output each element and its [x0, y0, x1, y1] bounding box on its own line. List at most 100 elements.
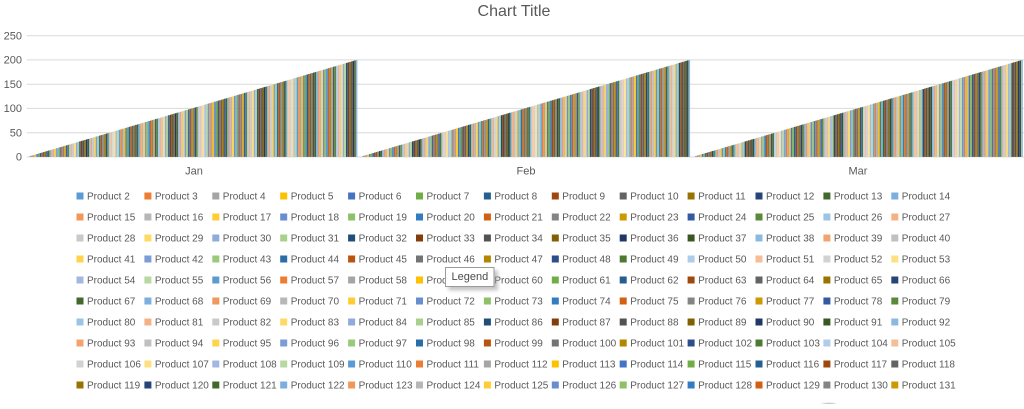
svg-text:Product 103: Product 103 — [766, 339, 820, 350]
svg-text:Product 104: Product 104 — [834, 339, 888, 350]
svg-text:Product 49: Product 49 — [630, 255, 679, 266]
svg-text:Product 130: Product 130 — [834, 381, 888, 392]
svg-text:Product 26: Product 26 — [834, 213, 883, 224]
svg-text:Product 28: Product 28 — [87, 234, 136, 245]
svg-text:Product 121: Product 121 — [223, 381, 277, 392]
svg-text:Product 120: Product 120 — [155, 381, 209, 392]
svg-text:Product 126: Product 126 — [562, 381, 616, 392]
svg-text:Product 66: Product 66 — [902, 276, 951, 287]
svg-text:Product 5: Product 5 — [291, 192, 334, 203]
svg-text:Product 21: Product 21 — [494, 213, 543, 224]
svg-text:Product 37: Product 37 — [698, 234, 747, 245]
svg-text:Product 33: Product 33 — [427, 234, 476, 245]
svg-text:Product 79: Product 79 — [902, 297, 951, 308]
svg-text:Product 102: Product 102 — [698, 339, 752, 350]
svg-text:Product 116: Product 116 — [766, 360, 820, 371]
svg-text:Product 119: Product 119 — [87, 381, 141, 392]
svg-text:Product 14: Product 14 — [902, 192, 951, 203]
svg-text:Product 31: Product 31 — [291, 234, 340, 245]
svg-text:Product 82: Product 82 — [223, 318, 272, 329]
svg-text:250: 250 — [4, 31, 22, 43]
svg-text:0: 0 — [16, 152, 22, 164]
svg-text:Product 70: Product 70 — [291, 297, 340, 308]
svg-text:Jan: Jan — [185, 166, 203, 178]
svg-text:Product 75: Product 75 — [630, 297, 679, 308]
svg-text:Product 69: Product 69 — [223, 297, 272, 308]
svg-text:Product 117: Product 117 — [834, 360, 888, 371]
svg-text:Product 93: Product 93 — [87, 339, 136, 350]
svg-text:Product 96: Product 96 — [291, 339, 340, 350]
svg-text:Product 2: Product 2 — [87, 192, 130, 203]
svg-text:Product 35: Product 35 — [562, 234, 611, 245]
svg-text:Product 91: Product 91 — [834, 318, 883, 329]
svg-text:Product 73: Product 73 — [494, 297, 543, 308]
svg-text:Product 72: Product 72 — [427, 297, 476, 308]
svg-text:Product 110: Product 110 — [359, 360, 413, 371]
svg-text:Product 62: Product 62 — [630, 276, 679, 287]
svg-text:Product 81: Product 81 — [155, 318, 204, 329]
svg-text:Product 125: Product 125 — [494, 381, 548, 392]
svg-text:Product 40: Product 40 — [902, 234, 951, 245]
svg-text:Product 13: Product 13 — [834, 192, 883, 203]
svg-text:Product 41: Product 41 — [87, 255, 136, 266]
svg-text:Product 127: Product 127 — [630, 381, 684, 392]
svg-text:Product 16: Product 16 — [155, 213, 204, 224]
svg-text:Product 9: Product 9 — [562, 192, 605, 203]
svg-text:Product 65: Product 65 — [834, 276, 883, 287]
svg-text:Product 112: Product 112 — [494, 360, 548, 371]
svg-text:Product 97: Product 97 — [359, 339, 408, 350]
svg-text:Product 58: Product 58 — [359, 276, 408, 287]
svg-text:Product 29: Product 29 — [155, 234, 204, 245]
svg-text:Product 95: Product 95 — [223, 339, 272, 350]
svg-text:Product 113: Product 113 — [562, 360, 616, 371]
svg-text:Product 43: Product 43 — [223, 255, 272, 266]
svg-text:Product 25: Product 25 — [766, 213, 815, 224]
svg-text:Product 89: Product 89 — [698, 318, 747, 329]
svg-text:Product 124: Product 124 — [427, 381, 481, 392]
svg-text:Product 85: Product 85 — [427, 318, 476, 329]
svg-text:Product 6: Product 6 — [359, 192, 402, 203]
svg-text:Product 39: Product 39 — [834, 234, 883, 245]
svg-text:Product 50: Product 50 — [698, 255, 747, 266]
svg-text:Product 71: Product 71 — [359, 297, 408, 308]
svg-text:Product 68: Product 68 — [155, 297, 204, 308]
svg-text:Product 34: Product 34 — [494, 234, 543, 245]
svg-text:Product 123: Product 123 — [359, 381, 413, 392]
svg-text:Product 3: Product 3 — [155, 192, 198, 203]
svg-text:Product 98: Product 98 — [427, 339, 476, 350]
svg-text:Product 78: Product 78 — [834, 297, 883, 308]
svg-text:Product 80: Product 80 — [87, 318, 136, 329]
svg-text:100: 100 — [4, 103, 22, 115]
svg-text:Mar: Mar — [849, 166, 868, 178]
svg-text:Product 74: Product 74 — [562, 297, 611, 308]
svg-text:Product 106: Product 106 — [87, 360, 141, 371]
svg-text:Product 129: Product 129 — [766, 381, 820, 392]
svg-text:Product 27: Product 27 — [902, 213, 951, 224]
svg-text:Product 114: Product 114 — [630, 360, 684, 371]
svg-text:Product 54: Product 54 — [87, 276, 136, 287]
svg-text:50: 50 — [10, 128, 22, 140]
svg-text:Product 86: Product 86 — [494, 318, 543, 329]
svg-text:Product 19: Product 19 — [359, 213, 408, 224]
svg-text:Product 18: Product 18 — [291, 213, 340, 224]
svg-text:Product 115: Product 115 — [698, 360, 752, 371]
svg-text:Product 38: Product 38 — [766, 234, 815, 245]
svg-text:Product 131: Product 131 — [902, 381, 956, 392]
svg-text:Product 57: Product 57 — [291, 276, 340, 287]
svg-text:Product 8: Product 8 — [494, 192, 537, 203]
svg-text:Feb: Feb — [517, 166, 536, 178]
svg-text:Product 48: Product 48 — [562, 255, 611, 266]
svg-text:Product 118: Product 118 — [902, 360, 956, 371]
svg-text:Product 77: Product 77 — [766, 297, 815, 308]
svg-text:Product 12: Product 12 — [766, 192, 815, 203]
svg-text:Product 10: Product 10 — [630, 192, 679, 203]
svg-text:Legend: Legend — [452, 271, 489, 283]
svg-text:Product 99: Product 99 — [494, 339, 543, 350]
svg-text:Product 36: Product 36 — [630, 234, 679, 245]
svg-text:Product 30: Product 30 — [223, 234, 272, 245]
svg-text:Product 83: Product 83 — [291, 318, 340, 329]
svg-text:Product 4: Product 4 — [223, 192, 266, 203]
svg-text:Product 109: Product 109 — [291, 360, 345, 371]
svg-text:Product 22: Product 22 — [562, 213, 611, 224]
svg-text:Product 20: Product 20 — [427, 213, 476, 224]
